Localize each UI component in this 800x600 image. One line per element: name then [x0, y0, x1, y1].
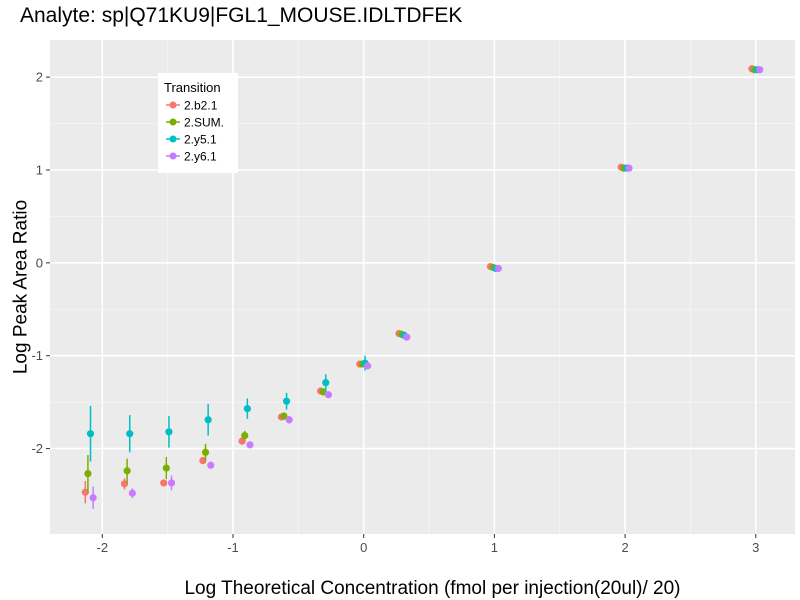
x-tick-label: 0	[360, 540, 367, 555]
data-point	[241, 431, 249, 440]
legend-label: 2.y5.1	[184, 133, 217, 147]
x-tick-label: 1	[491, 540, 498, 555]
data-point	[280, 412, 288, 420]
legend-label: 2.SUM.	[184, 116, 224, 130]
data-point	[238, 437, 246, 445]
data-point	[81, 488, 89, 496]
x-tick-label: 2	[621, 540, 628, 555]
legend-title: Transition	[164, 80, 221, 95]
y-tick-label: -1	[31, 348, 43, 363]
data-point	[403, 333, 411, 341]
x-tick-label: -1	[227, 540, 239, 555]
data-point	[126, 430, 134, 438]
legend-key-point	[169, 101, 177, 109]
legend-key-point	[169, 152, 177, 160]
data-point	[123, 467, 131, 475]
data-point	[322, 379, 330, 387]
legend-item: 2.SUM.	[166, 116, 224, 130]
data-point	[199, 457, 207, 465]
x-tick-label: -2	[96, 540, 108, 555]
data-marks	[81, 65, 764, 509]
y-axis-title: Log Peak Area Ratio	[11, 200, 32, 374]
data-point	[207, 461, 215, 469]
y-tick-label: 2	[36, 70, 43, 85]
data-point	[243, 405, 251, 413]
series-2.y6.1	[89, 66, 764, 509]
data-point	[324, 391, 332, 399]
data-point	[120, 480, 129, 488]
data-point	[165, 428, 173, 436]
data-point	[162, 464, 170, 472]
legend-key-point	[169, 118, 177, 126]
data-point	[285, 416, 293, 424]
legend-label: 2.y6.1	[184, 150, 217, 164]
legend-item: 2.y5.1	[166, 133, 217, 147]
data-point	[246, 441, 254, 449]
data-point	[167, 479, 176, 487]
data-point	[364, 362, 372, 370]
data-point	[201, 448, 210, 456]
legend-key-point	[169, 135, 177, 143]
legend-item: 2.b2.1	[166, 99, 218, 113]
data-point	[89, 494, 97, 502]
data-point	[282, 397, 291, 405]
data-point	[625, 164, 633, 172]
data-point	[756, 66, 764, 74]
x-tick-label: 3	[752, 540, 759, 555]
series-2.SUM.	[84, 66, 759, 493]
data-point	[494, 264, 502, 273]
y-tick-label: 1	[36, 163, 43, 178]
axes: -2 -1 0 1 2 3 -2 -1 0 1 2	[31, 70, 759, 555]
data-point	[128, 489, 136, 497]
legend: Transition 2.b2.1 2.SUM. 2.y5.1 2.y6.1	[158, 73, 238, 173]
legend-item: 2.y6.1	[166, 150, 217, 164]
y-tick-label: 0	[36, 255, 43, 270]
x-axis-title: Log Theoretical Concentration (fmol per …	[184, 578, 680, 599]
y-tick-label: -2	[31, 441, 43, 456]
legend-label: 2.b2.1	[184, 99, 218, 113]
data-point	[204, 416, 212, 424]
data-point	[160, 479, 168, 487]
chart-title: Analyte: sp|Q71KU9|FGL1_MOUSE.IDLTDFEK	[20, 4, 463, 27]
data-point	[84, 470, 92, 478]
data-point	[86, 430, 95, 438]
